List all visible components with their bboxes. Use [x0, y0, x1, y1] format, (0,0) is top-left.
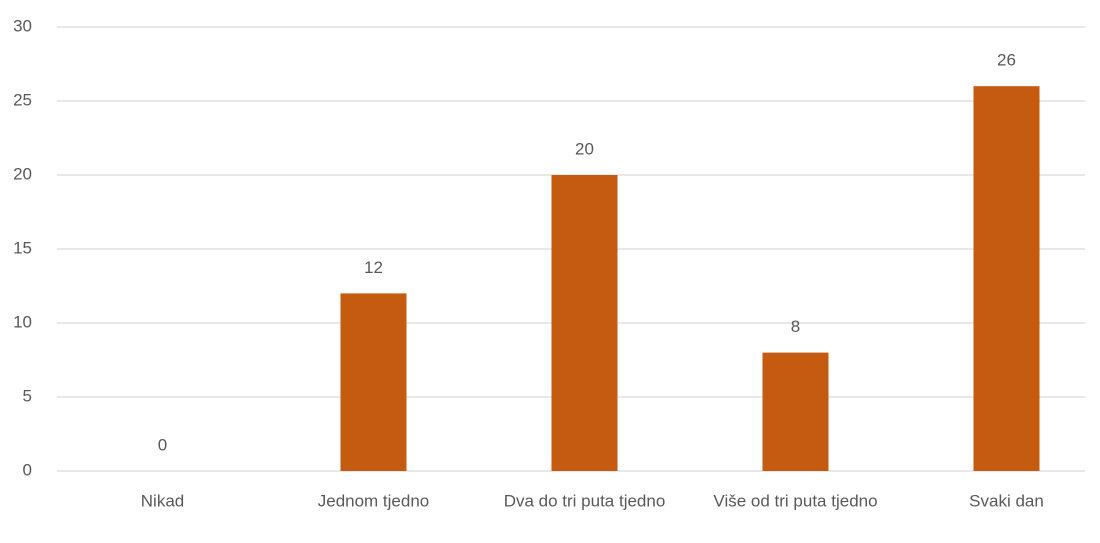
y-tick-label: 10: [13, 312, 32, 331]
x-tick-label: Svaki dan: [969, 491, 1044, 510]
y-tick-label: 25: [13, 90, 32, 109]
y-tick-label: 0: [23, 460, 32, 479]
bar: [551, 175, 618, 471]
data-label: 0: [158, 435, 167, 454]
bar: [973, 86, 1040, 471]
y-tick-label: 30: [13, 16, 32, 35]
x-tick-label: Dva do tri puta tjedno: [504, 491, 666, 510]
bar: [762, 352, 829, 471]
x-tick-label: Nikad: [141, 491, 184, 510]
y-tick-label: 15: [13, 238, 32, 257]
data-label: 8: [791, 317, 800, 336]
y-tick-label: 5: [23, 386, 32, 405]
y-tick-label: 20: [13, 164, 32, 183]
bar: [340, 293, 407, 471]
data-label: 12: [364, 258, 383, 277]
x-tick-label: Jednom tjedno: [318, 491, 430, 510]
data-label: 20: [575, 139, 594, 158]
data-label: 26: [997, 51, 1016, 70]
x-tick-label: Više od tri puta tjedno: [713, 491, 877, 510]
